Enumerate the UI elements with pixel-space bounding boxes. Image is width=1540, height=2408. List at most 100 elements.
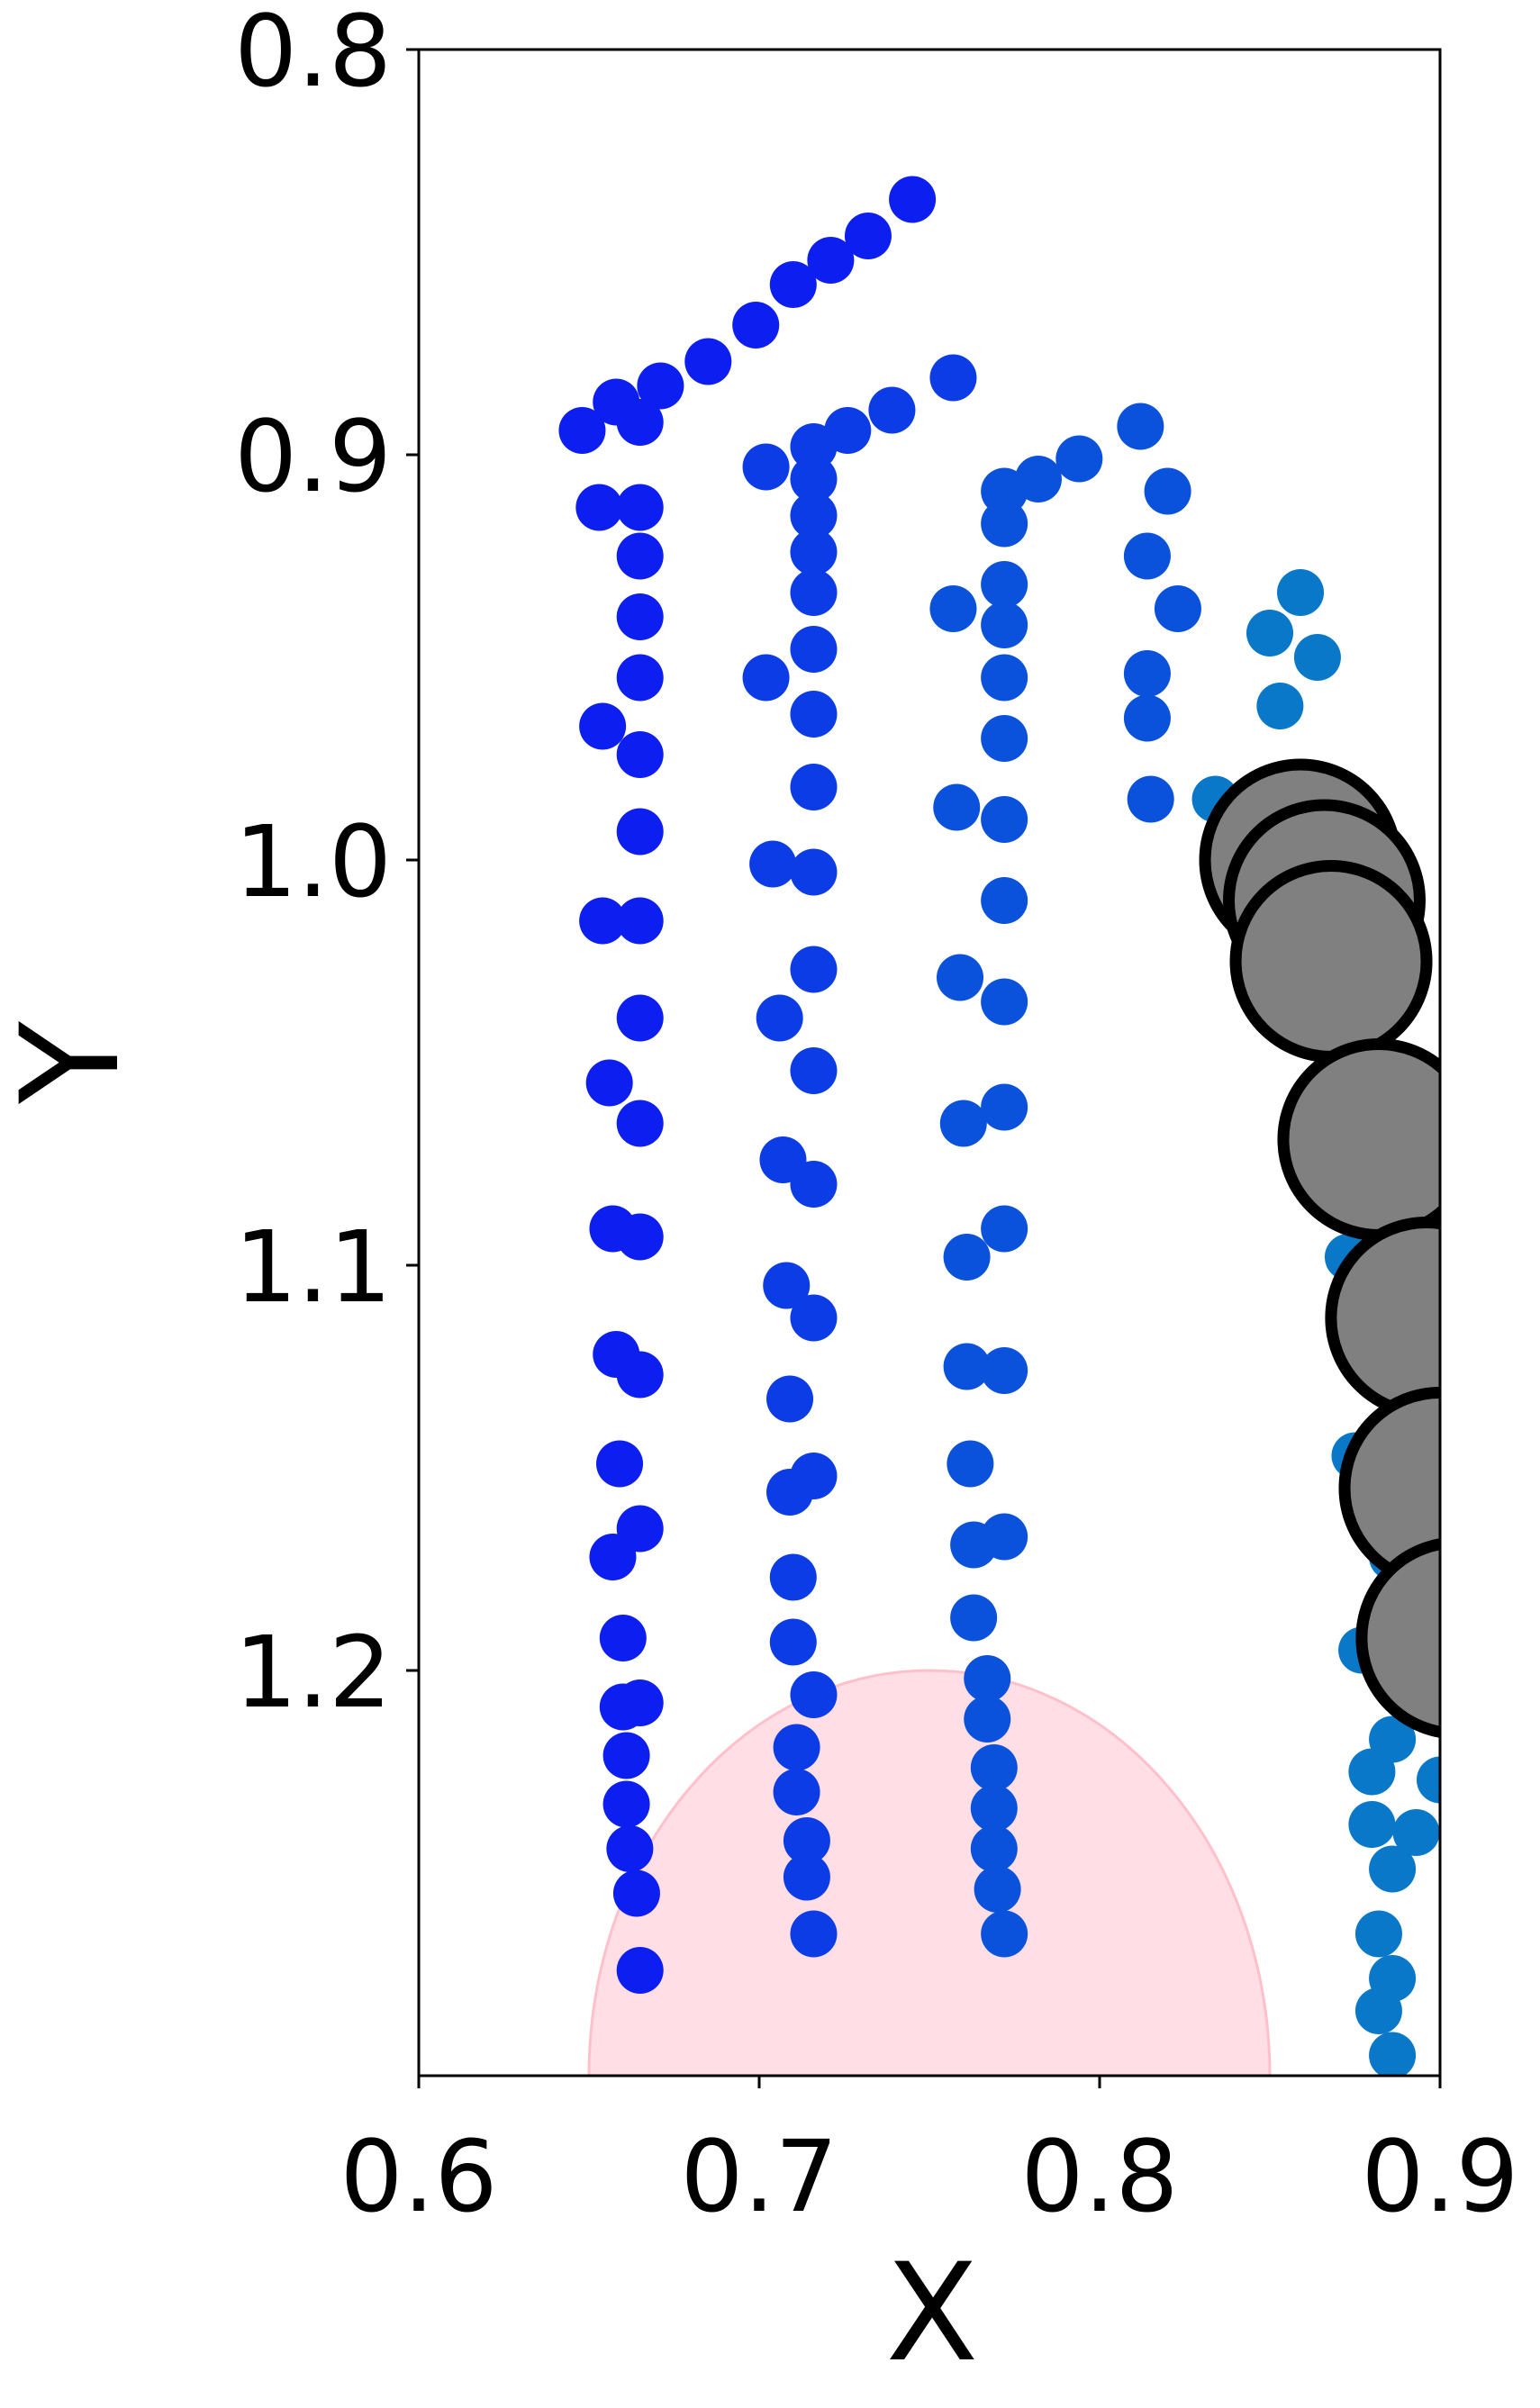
- point: [790, 529, 838, 575]
- point: [981, 877, 1028, 924]
- point: [1123, 532, 1171, 580]
- point: [616, 1100, 664, 1147]
- point: [742, 654, 790, 702]
- point: [933, 783, 981, 831]
- point: [964, 1696, 1011, 1743]
- point: [1348, 1801, 1396, 1848]
- point: [756, 994, 803, 1042]
- point: [981, 602, 1028, 648]
- point: [1354, 1987, 1402, 2034]
- point: [749, 840, 797, 888]
- axes-frame: [417, 48, 1442, 2078]
- point: [824, 407, 872, 454]
- point: [943, 1234, 991, 1281]
- circle-patch: [587, 1669, 1272, 2076]
- point: [579, 702, 627, 750]
- point: [616, 994, 664, 1042]
- point: [589, 1534, 637, 1580]
- large-marker: [1229, 860, 1433, 1063]
- point: [616, 808, 664, 855]
- point: [790, 626, 838, 673]
- point: [937, 954, 984, 1001]
- point: [1369, 1845, 1417, 1893]
- x-tick-label: 0.9: [1362, 2119, 1519, 2234]
- point: [1417, 1756, 1440, 1804]
- point: [602, 1780, 650, 1828]
- point: [763, 1262, 811, 1309]
- point: [732, 302, 780, 349]
- point: [616, 1679, 664, 1726]
- point: [1123, 694, 1171, 742]
- point: [950, 1521, 998, 1569]
- large-marker: [1325, 1217, 1440, 1419]
- point: [790, 1910, 838, 1958]
- point: [637, 362, 684, 410]
- large-marker: [1338, 1387, 1440, 1589]
- point: [769, 261, 817, 308]
- point: [1277, 569, 1325, 616]
- point: [807, 237, 855, 284]
- point: [981, 1205, 1028, 1253]
- y-tick-label: 0.8: [234, 0, 392, 109]
- point: [616, 593, 664, 640]
- point: [596, 1440, 644, 1488]
- x-tick-label: 0.8: [1021, 2119, 1179, 2234]
- x-tick-label: 0.6: [340, 2119, 498, 2234]
- point: [929, 354, 977, 402]
- point: [616, 1947, 664, 1994]
- point: [868, 386, 916, 434]
- y-tick-label: 1.0: [234, 804, 392, 919]
- point: [970, 1825, 1018, 1872]
- plot-area: [558, 176, 1440, 2076]
- point: [1392, 1809, 1440, 1856]
- y-axis-label: Y: [0, 1021, 149, 1105]
- point: [1354, 1910, 1402, 1958]
- point: [929, 585, 977, 632]
- point: [616, 399, 664, 446]
- point: [790, 1047, 838, 1094]
- point: [943, 1343, 991, 1390]
- point: [616, 897, 664, 945]
- point: [766, 1469, 814, 1516]
- x-tick-label: 0.7: [681, 2119, 838, 2234]
- point: [602, 1732, 650, 1779]
- point: [616, 532, 664, 580]
- point: [974, 1866, 1021, 1913]
- point: [790, 1294, 838, 1342]
- point: [783, 1853, 830, 1901]
- point: [1154, 585, 1201, 632]
- point: [790, 492, 838, 539]
- point: [1055, 435, 1103, 483]
- point: [970, 1785, 1018, 1832]
- point: [773, 1724, 820, 1771]
- y-tick-label: 0.9: [234, 399, 392, 514]
- point: [981, 1083, 1028, 1131]
- point: [981, 978, 1028, 1026]
- point: [981, 1347, 1028, 1394]
- point: [1144, 467, 1191, 515]
- point: [790, 1161, 838, 1208]
- point: [558, 407, 606, 454]
- large-marker: [1277, 1038, 1440, 1241]
- point: [575, 484, 623, 531]
- point: [599, 1615, 647, 1661]
- point: [970, 1744, 1018, 1791]
- point: [981, 654, 1028, 702]
- point: [790, 848, 838, 896]
- point: [1348, 1748, 1396, 1796]
- point: [790, 946, 838, 993]
- point: [579, 897, 627, 945]
- point: [769, 1553, 817, 1601]
- x-axis-label: X: [886, 2235, 979, 2392]
- point: [616, 654, 664, 702]
- point: [790, 456, 838, 502]
- y-tick-label: 1.2: [234, 1615, 392, 1730]
- point: [766, 1375, 814, 1423]
- point: [585, 1059, 633, 1107]
- point: [783, 1817, 830, 1864]
- point: [684, 338, 732, 385]
- point: [939, 1100, 987, 1147]
- point: [981, 1910, 1028, 1958]
- point: [790, 569, 838, 616]
